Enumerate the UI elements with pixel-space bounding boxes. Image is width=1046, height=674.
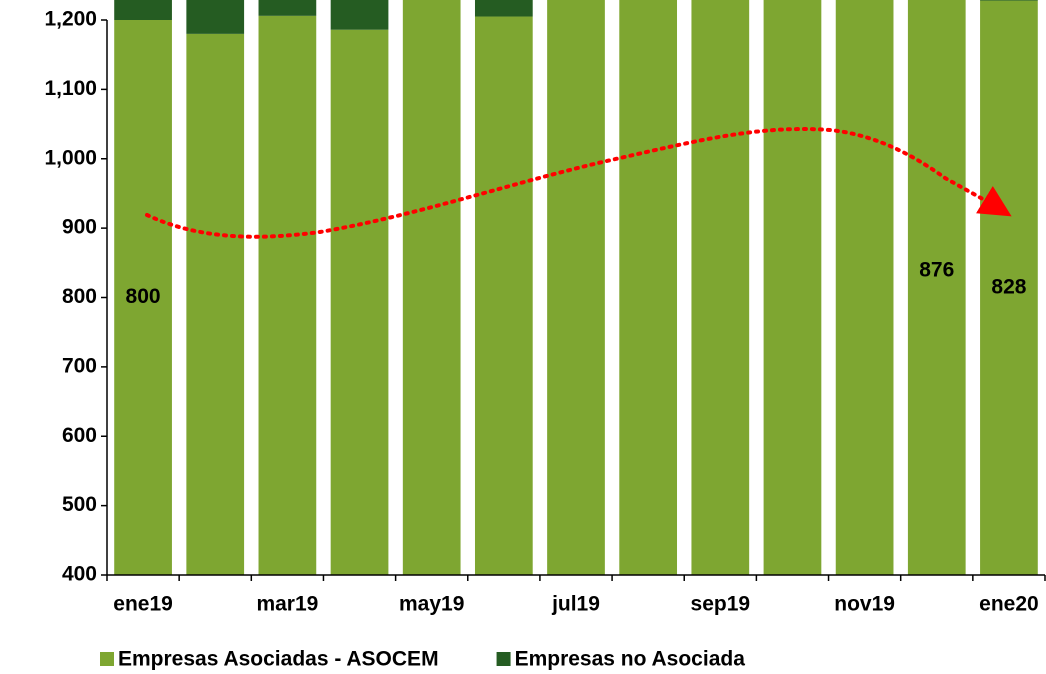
y-tick-label: 1,000 [44, 146, 97, 169]
x-tick-label: nov19 [834, 593, 895, 616]
data-label: 828 [991, 275, 1026, 298]
bar-segment [835, 0, 894, 576]
bar-segment [474, 0, 533, 17]
legend-swatch [100, 652, 114, 666]
y-tick-label: 900 [62, 216, 97, 239]
bar-segment [980, 0, 1038, 1]
x-tick-label: sep19 [691, 593, 751, 616]
bar-segment [330, 29, 389, 575]
legend-label: Empresas Asociadas - ASOCEM [118, 648, 439, 671]
x-tick-label: ene19 [113, 593, 173, 616]
bar-segment [402, 0, 461, 575]
bar-segment [114, 20, 172, 575]
bar-segment [691, 0, 750, 576]
bar-segment [330, 0, 389, 30]
bar-segment [547, 0, 605, 575]
bar-segment [907, 0, 966, 575]
legend-label: Empresas no Asociada [515, 648, 746, 671]
y-tick-label: 1,200 [44, 8, 97, 31]
x-tick-label: ene20 [979, 593, 1039, 616]
x-tick-label: jul19 [551, 593, 600, 616]
bar-segment [186, 33, 245, 575]
y-tick-label: 700 [62, 354, 97, 377]
y-tick-label: 800 [62, 285, 97, 308]
bar-segment [186, 0, 245, 34]
plot [114, 0, 1038, 576]
bar-segment [763, 0, 822, 576]
y-tick-label: 500 [62, 493, 97, 516]
bar-segment [980, 0, 1038, 575]
data-label: 800 [126, 285, 161, 308]
bar-segment [258, 0, 317, 16]
y-tick-label: 1,100 [44, 77, 97, 100]
data-label: 876 [919, 259, 954, 282]
bar-segment [619, 0, 678, 575]
bar-segment [114, 0, 172, 20]
x-tick-label: may19 [399, 593, 464, 616]
y-tick-label: 400 [62, 563, 97, 586]
x-tick-label: mar19 [256, 593, 318, 616]
bar-segment [474, 16, 533, 575]
bar-segment [258, 15, 317, 575]
trend-line [145, 127, 1012, 239]
legend-swatch [496, 652, 511, 666]
y-tick-label: 600 [62, 424, 97, 447]
